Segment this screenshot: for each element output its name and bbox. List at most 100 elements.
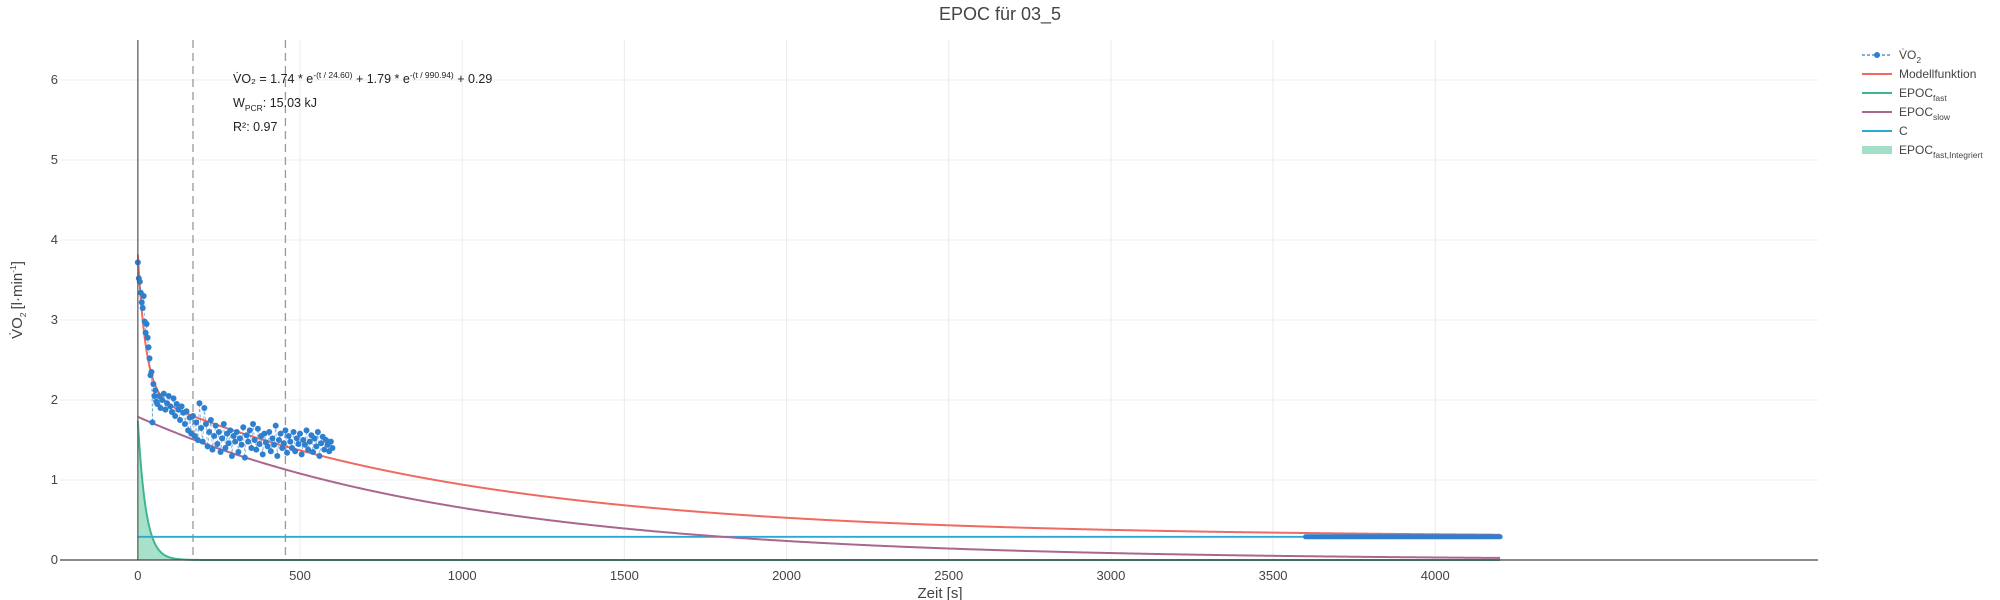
vo2-point xyxy=(151,393,158,399)
x-tick-label: 4000 xyxy=(1421,568,1450,583)
vo2-point xyxy=(230,433,237,439)
x-tick-label: 3500 xyxy=(1259,568,1288,583)
equation-mid: + 1.79 * e xyxy=(352,72,409,86)
vo2-point xyxy=(212,422,219,429)
vo2-point xyxy=(321,446,328,453)
vo2-point xyxy=(329,445,336,451)
legend-label-main: EPOC xyxy=(1899,86,1933,100)
vo2-point xyxy=(139,305,146,311)
vo2-point xyxy=(238,441,245,448)
vo2-point xyxy=(246,427,253,434)
y-axis-title-sub: 2 xyxy=(18,312,28,317)
wpcr-annotation: WPCR: 15.03 kJ xyxy=(233,96,317,113)
vo2-point xyxy=(144,334,151,341)
vo2-point xyxy=(193,419,200,426)
y-axis-title-unit: [l·min xyxy=(9,273,26,310)
epoc-slow-curve xyxy=(137,415,1501,559)
vo2-point xyxy=(266,429,273,435)
vo2-point xyxy=(305,446,312,453)
vo2-point xyxy=(297,430,304,437)
wpcr-value: : 15.03 kJ xyxy=(263,96,317,110)
legend-label: V̇O2 xyxy=(1899,48,1921,65)
vo2-point xyxy=(173,401,180,407)
model-curves xyxy=(136,254,1503,561)
epoc-fast-integrated-area xyxy=(137,420,203,560)
vo2-point xyxy=(261,430,268,437)
vo2-point xyxy=(237,435,244,442)
legend-label-main: C xyxy=(1899,124,1908,138)
vo2-point xyxy=(300,437,307,443)
vo2-point xyxy=(280,440,287,447)
legend: V̇O2ModellfunktionEPOCfastEPOCslowCEPOCf… xyxy=(1862,48,1983,160)
equation-tail: + 0.29 xyxy=(454,72,493,86)
legend-label: EPOCfast,Integriert xyxy=(1899,143,1983,160)
vo2-point xyxy=(140,293,147,299)
vo2-point xyxy=(194,437,201,443)
vo2-point xyxy=(227,427,234,434)
vo2-point xyxy=(145,344,152,351)
vo2-point xyxy=(146,355,153,362)
axes: 0 500 1000 1500 2000 2500 3000 3500 4000 0 1 2 3 4 5 6 xyxy=(51,40,1818,583)
vo2-point xyxy=(322,437,329,443)
equation-exp1: -(t / 24.60) xyxy=(313,70,352,80)
vo2-point xyxy=(282,427,289,434)
vo2-point xyxy=(172,413,179,419)
vo2-point xyxy=(251,437,258,443)
x-tick-label: 500 xyxy=(289,568,311,583)
vo2-point xyxy=(292,448,299,455)
vo2-point xyxy=(207,417,214,423)
vo2-point xyxy=(198,425,205,431)
vo2-point xyxy=(267,448,274,455)
y-axis-title-unit-end: ] xyxy=(9,261,26,265)
epoc-fast-curve xyxy=(136,420,1501,561)
vo2-point xyxy=(201,405,208,411)
vo2-point xyxy=(211,433,218,439)
epoc-fast-integrated-fill xyxy=(137,420,203,560)
vo2-point xyxy=(170,395,177,402)
legend-label: EPOCfast xyxy=(1899,86,1947,103)
legend-label-main: V̇O xyxy=(1899,48,1916,62)
vo2-point xyxy=(275,437,282,443)
vo2-point xyxy=(177,417,184,423)
vo2-point xyxy=(277,430,284,437)
equation-annotation: V̇O₂ = 1.74 * e-(t / 24.60) + 1.79 * e-(… xyxy=(233,70,492,86)
vo2-point xyxy=(272,422,279,429)
vo2-point xyxy=(233,429,240,435)
vo2-point xyxy=(219,435,226,442)
vo2-point xyxy=(217,449,224,455)
vo2-point xyxy=(241,454,248,461)
legend-label-sub: fast,Integriert xyxy=(1933,150,1983,160)
vo2-point xyxy=(220,421,227,427)
r2-annotation: R²: 0.97 xyxy=(233,120,278,134)
vo2-point xyxy=(311,435,318,442)
vo2-point xyxy=(196,400,203,407)
vo2-point xyxy=(225,440,232,447)
vo2-point xyxy=(279,445,286,451)
vo2-point xyxy=(159,397,166,403)
chart-title: EPOC für 03_5 xyxy=(939,4,1061,25)
vo2-point xyxy=(152,387,159,394)
annotation-block: V̇O₂ = 1.74 * e-(t / 24.60) + 1.79 * e-(… xyxy=(233,70,492,134)
legend-label: Modellfunktion xyxy=(1899,67,1976,81)
legend-label-sub: 2 xyxy=(1916,55,1921,65)
x-tick-label: 2500 xyxy=(934,568,963,583)
x-axis-title: Zeit [s] xyxy=(917,585,962,600)
x-tick-label: 1000 xyxy=(448,568,477,583)
legend-label-main: Modellfunktion xyxy=(1899,67,1976,81)
y-tick-label: 5 xyxy=(51,152,58,167)
vo2-point xyxy=(143,321,150,327)
vo2-point xyxy=(259,451,266,458)
equation-text: V̇O₂ = 1.74 * e xyxy=(233,72,313,86)
vo2-point xyxy=(206,429,213,435)
vo2-point xyxy=(327,438,334,445)
vo2-point xyxy=(228,453,235,459)
equation-exp2: -(t / 990.94) xyxy=(410,70,454,80)
y-axis-title-unit-sup: -1 xyxy=(8,265,18,273)
vo2-point xyxy=(150,381,157,387)
vo2-point xyxy=(254,425,261,432)
vo2-point xyxy=(142,329,149,336)
vo2-point xyxy=(290,429,297,435)
vo2-point xyxy=(215,429,222,435)
vo2-point xyxy=(293,435,300,442)
